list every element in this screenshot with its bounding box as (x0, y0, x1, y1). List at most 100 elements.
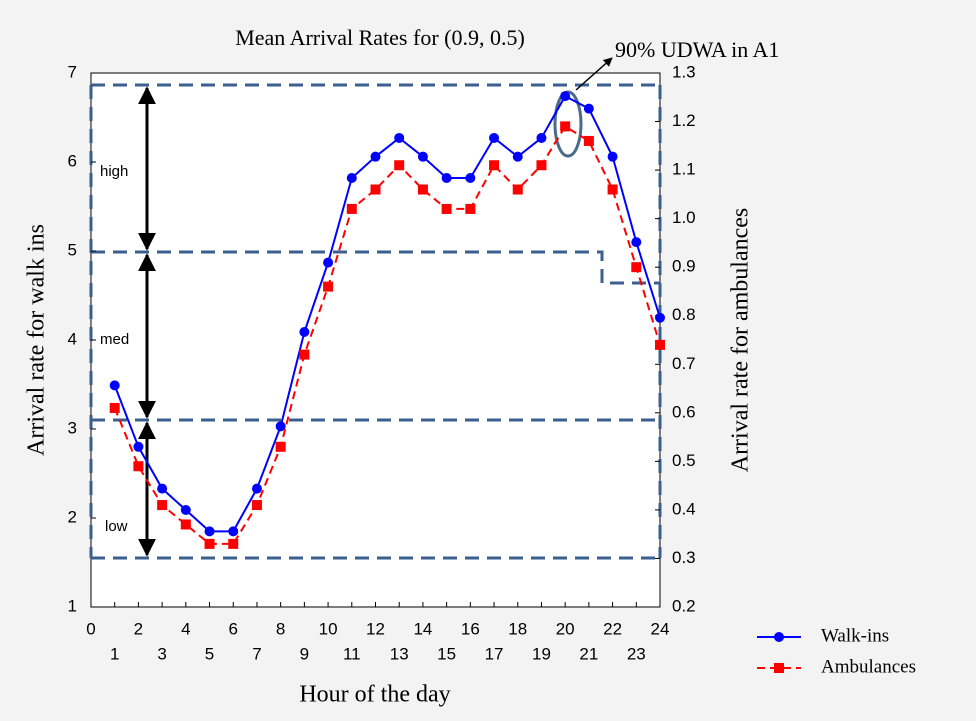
y2-tick-label: 0.8 (672, 305, 696, 324)
marker (251, 500, 262, 511)
marker (370, 151, 381, 162)
marker (157, 483, 168, 494)
y2-tick-label: 0.5 (672, 451, 696, 470)
marker (299, 349, 310, 360)
marker (299, 326, 310, 337)
x-tick-label: 3 (157, 644, 166, 663)
chart-title: Mean Arrival Rates for (0.9, 0.5) (235, 25, 525, 50)
marker (204, 538, 215, 549)
marker (323, 257, 334, 268)
x-tick-label: 16 (461, 619, 480, 638)
marker (109, 402, 120, 413)
x-tick-label: 20 (556, 619, 575, 638)
marker (228, 538, 239, 549)
marker (109, 380, 120, 391)
marker (133, 441, 144, 452)
y-tick-label: 7 (68, 62, 77, 81)
marker (133, 461, 144, 472)
marker (417, 184, 428, 195)
marker (441, 203, 452, 214)
legend: Walk-ins Ambulances (757, 625, 916, 677)
marker (465, 173, 476, 184)
plot-area (90, 72, 661, 608)
x-tick-label: 2 (134, 619, 143, 638)
marker (275, 421, 286, 432)
marker (655, 339, 665, 350)
y-tick-label: 2 (68, 507, 77, 526)
marker (631, 262, 642, 273)
marker (251, 483, 262, 494)
highlight-ellipse (553, 90, 583, 158)
y2-tick-label: 0.9 (672, 257, 696, 276)
marker (512, 151, 523, 162)
annotation-arrow (575, 57, 613, 91)
annotation: high (100, 163, 128, 180)
y2-tick-label: 1.3 (672, 62, 696, 81)
x-tick-label: 12 (366, 619, 385, 638)
marker (560, 121, 571, 132)
level-boxes (89, 83, 662, 560)
x-tick-label: 24 (651, 619, 670, 638)
marker (228, 526, 239, 537)
y2-tick-label: 0.7 (672, 354, 696, 373)
marker (275, 441, 286, 452)
x-tick-label: 10 (319, 619, 338, 638)
x-tick-label: 0 (86, 619, 95, 638)
x-tick-label: 6 (229, 619, 238, 638)
marker (370, 184, 381, 195)
y-tick-label: 3 (68, 418, 77, 437)
x-tick-label: 8 (276, 619, 285, 638)
y2-tick-label: 0.2 (672, 596, 696, 615)
y-tick-label: 1 (68, 596, 77, 615)
annotation: 90% UDWA in A1 (615, 37, 779, 62)
marker (774, 663, 784, 673)
marker (489, 160, 500, 171)
x-tick-label: 1 (110, 644, 119, 663)
x-tick-label: 13 (390, 644, 409, 663)
marker (394, 160, 405, 171)
x-tick-label: 21 (579, 644, 598, 663)
marker (180, 504, 191, 515)
y2-axis-label: Arrival rate for ambulances (728, 208, 754, 473)
y2-tick-label: 0.3 (672, 548, 696, 567)
marker (417, 151, 428, 162)
x-axis-label: Hour of the day (299, 682, 450, 708)
marker (346, 173, 357, 184)
marker (774, 632, 784, 642)
marker (204, 526, 215, 537)
marker (512, 184, 523, 195)
legend-label: Ambulances (821, 656, 916, 677)
marker (607, 184, 618, 195)
marker (583, 135, 594, 146)
marker (346, 203, 357, 214)
legend-label: Walk-ins (821, 625, 889, 646)
y-axis-label: Arrival rate for walk ins (24, 224, 50, 456)
x-tick-label: 17 (485, 644, 504, 663)
marker (560, 91, 571, 102)
marker (655, 312, 665, 323)
x-tick-label: 19 (532, 644, 551, 663)
y-tick-label: 5 (68, 240, 77, 259)
x-tick-label: 23 (627, 644, 646, 663)
marker (441, 173, 452, 184)
marker (536, 132, 547, 143)
annotation: low (105, 518, 128, 535)
x-tick-label: 5 (205, 644, 214, 663)
marker (157, 500, 168, 511)
y2-tick-label: 0.4 (672, 499, 696, 518)
x-tick-label: 22 (603, 619, 622, 638)
x-tick-label: 11 (343, 644, 361, 663)
y-tick-label: 4 (68, 329, 77, 348)
x-tick-label: 9 (300, 644, 309, 663)
x-tick-label: 4 (181, 619, 190, 638)
y-tick-label: 6 (68, 151, 77, 170)
x-tick-label: 7 (252, 644, 261, 663)
marker (394, 132, 405, 143)
y2-tick-label: 1.2 (672, 111, 696, 130)
x-tick-label: 15 (437, 644, 456, 663)
marker (631, 237, 642, 248)
marker (536, 160, 547, 171)
x-tick-label: 14 (413, 619, 432, 638)
marker (583, 103, 594, 114)
